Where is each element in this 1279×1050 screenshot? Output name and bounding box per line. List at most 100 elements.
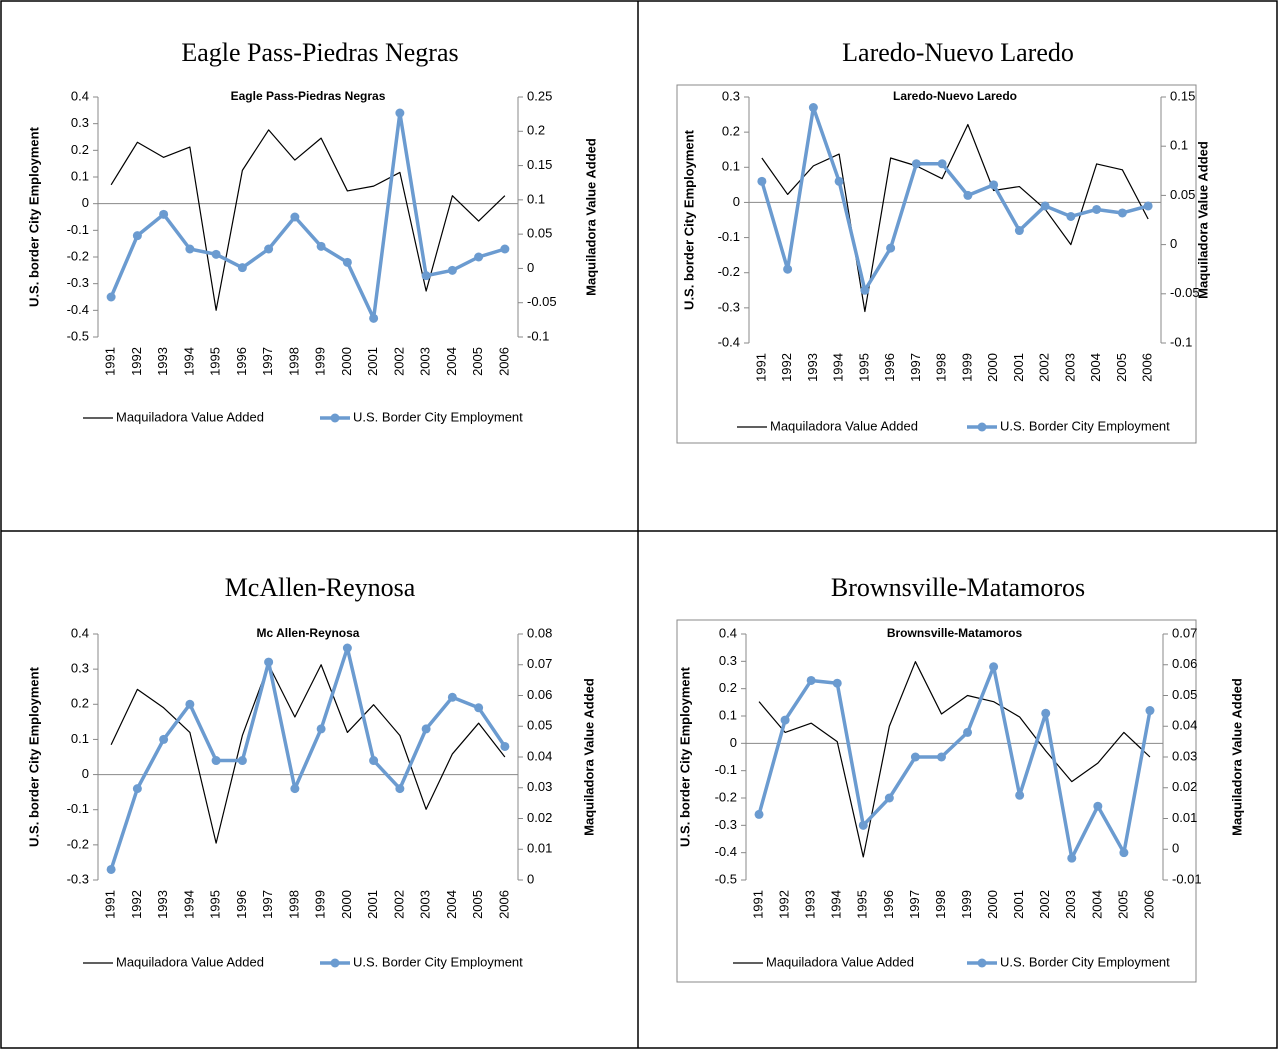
y2-tick-label: 0.15: [1170, 88, 1195, 103]
x-tick-label: 1999: [959, 353, 974, 382]
y2-tick-label: 0.1: [1170, 138, 1188, 153]
y2-tick-label: 0: [1172, 841, 1179, 856]
data-point: [1041, 708, 1051, 718]
data-point: [1066, 211, 1076, 221]
x-tick-label: 1998: [286, 890, 301, 919]
y-tick-label: 0: [82, 195, 89, 210]
data-point: [808, 103, 818, 113]
heading: Brownsville-Matamoros: [831, 573, 1085, 602]
legend-label: Maquiladora Value Added: [766, 954, 914, 969]
y-tick-label: -0.4: [718, 334, 740, 349]
data-point: [1067, 853, 1077, 863]
y-tick-label: 0: [82, 766, 89, 781]
y2-tick-label: -0.05: [1170, 285, 1200, 300]
data-point: [886, 243, 896, 253]
data-point: [159, 734, 169, 744]
y2-tick-label: 0.01: [527, 841, 552, 856]
series-line: [758, 661, 1151, 858]
x-tick-label: 1994: [181, 347, 196, 376]
x-tick-label: 1992: [129, 890, 144, 919]
y2-tick-label: 0: [527, 260, 534, 275]
y-tick-label: -0.1: [67, 222, 89, 237]
legend-label: Maquiladora Value Added: [770, 418, 918, 433]
y2-tick-label: 0.07: [527, 656, 552, 671]
data-point: [132, 231, 142, 241]
x-tick-label: 2003: [418, 347, 433, 376]
series-line: [757, 665, 1152, 860]
y-axis-title: U.S. border City Employment: [26, 126, 41, 307]
y2-tick-label: 0: [1170, 236, 1177, 251]
x-tick-label: 1996: [234, 890, 249, 919]
y-axis-title: U.S. border City Employment: [677, 666, 692, 847]
y-tick-label: -0.5: [715, 871, 737, 886]
chart-title: Laredo-Nuevo Laredo: [893, 89, 1017, 103]
series-line: [109, 111, 506, 321]
x-tick-label: 1993: [805, 353, 820, 382]
y-tick-label: -0.2: [67, 836, 89, 851]
y-tick-label: -0.1: [715, 762, 737, 777]
legend-label: U.S. Border City Employment: [1000, 418, 1170, 433]
y2-tick-label: 0.02: [1172, 779, 1197, 794]
x-tick-label: 2005: [470, 347, 485, 376]
y2-tick-label: -0.05: [527, 294, 557, 309]
x-tick-label: 1997: [260, 890, 275, 919]
x-tick-label: 1998: [934, 353, 949, 382]
y2-tick-label: 0.05: [527, 226, 552, 241]
data-point: [447, 265, 457, 275]
x-tick-label: 2000: [339, 347, 354, 376]
x-tick-label: 1992: [779, 353, 794, 382]
y-tick-label: 0: [733, 194, 740, 209]
y2-tick-label: 0.08: [527, 625, 552, 640]
data-point: [834, 176, 844, 186]
legend-marker: [330, 413, 340, 423]
data-point: [159, 209, 169, 219]
data-point: [264, 657, 274, 667]
chart-title: Brownsville-Matamoros: [887, 626, 1023, 640]
data-point: [474, 703, 484, 713]
data-point: [1015, 790, 1025, 800]
x-tick-label: 1991: [750, 890, 765, 919]
y2-tick-label: 0.01: [1172, 810, 1197, 825]
y-tick-label: 0.1: [71, 731, 89, 746]
x-tick-label: 2006: [496, 890, 511, 919]
y-tick-label: 0.3: [71, 115, 89, 130]
data-point: [884, 793, 894, 803]
data-point: [132, 784, 142, 794]
data-point: [342, 257, 352, 267]
y-tick-label: 0.1: [719, 707, 737, 722]
y-tick-label: 0: [730, 735, 737, 750]
x-tick-label: 1992: [777, 890, 792, 919]
y-tick-label: 0.3: [71, 661, 89, 676]
y2-axis-title: Maquiladora Value Added: [581, 678, 596, 836]
data-point: [1093, 801, 1103, 811]
series-line: [109, 646, 507, 870]
y2-axis-title: Maquiladora Value Added: [1229, 678, 1244, 836]
x-tick-label: 2006: [496, 347, 511, 376]
data-point: [474, 252, 484, 262]
heading: Laredo-Nuevo Laredo: [842, 38, 1074, 67]
x-tick-label: 2002: [1037, 353, 1052, 382]
x-tick-label: 1994: [829, 890, 844, 919]
y2-tick-label: 0.04: [1172, 718, 1197, 733]
heading: Eagle Pass-Piedras Negras: [181, 38, 458, 67]
data-point: [421, 724, 431, 734]
x-tick-label: 1999: [959, 890, 974, 919]
data-point: [316, 241, 326, 251]
y-axis-title: U.S. border City Employment: [26, 666, 41, 847]
data-point: [989, 662, 999, 672]
y2-tick-label: 0.06: [1172, 656, 1197, 671]
y2-tick-label: 0.05: [527, 718, 552, 733]
y-tick-label: -0.2: [718, 264, 740, 279]
x-tick-label: 1991: [103, 890, 118, 919]
y2-axis-title: Maquiladora Value Added: [1195, 141, 1210, 299]
data-point: [395, 784, 405, 794]
data-point: [963, 727, 973, 737]
legend-label: U.S. Border City Employment: [353, 954, 523, 969]
y2-tick-label: 0.2: [527, 123, 545, 138]
legend-label: U.S. Border City Employment: [1000, 954, 1170, 969]
data-point: [937, 159, 947, 169]
y2-axis-title: Maquiladora Value Added: [583, 138, 598, 296]
data-point: [290, 212, 300, 222]
data-point: [910, 752, 920, 762]
